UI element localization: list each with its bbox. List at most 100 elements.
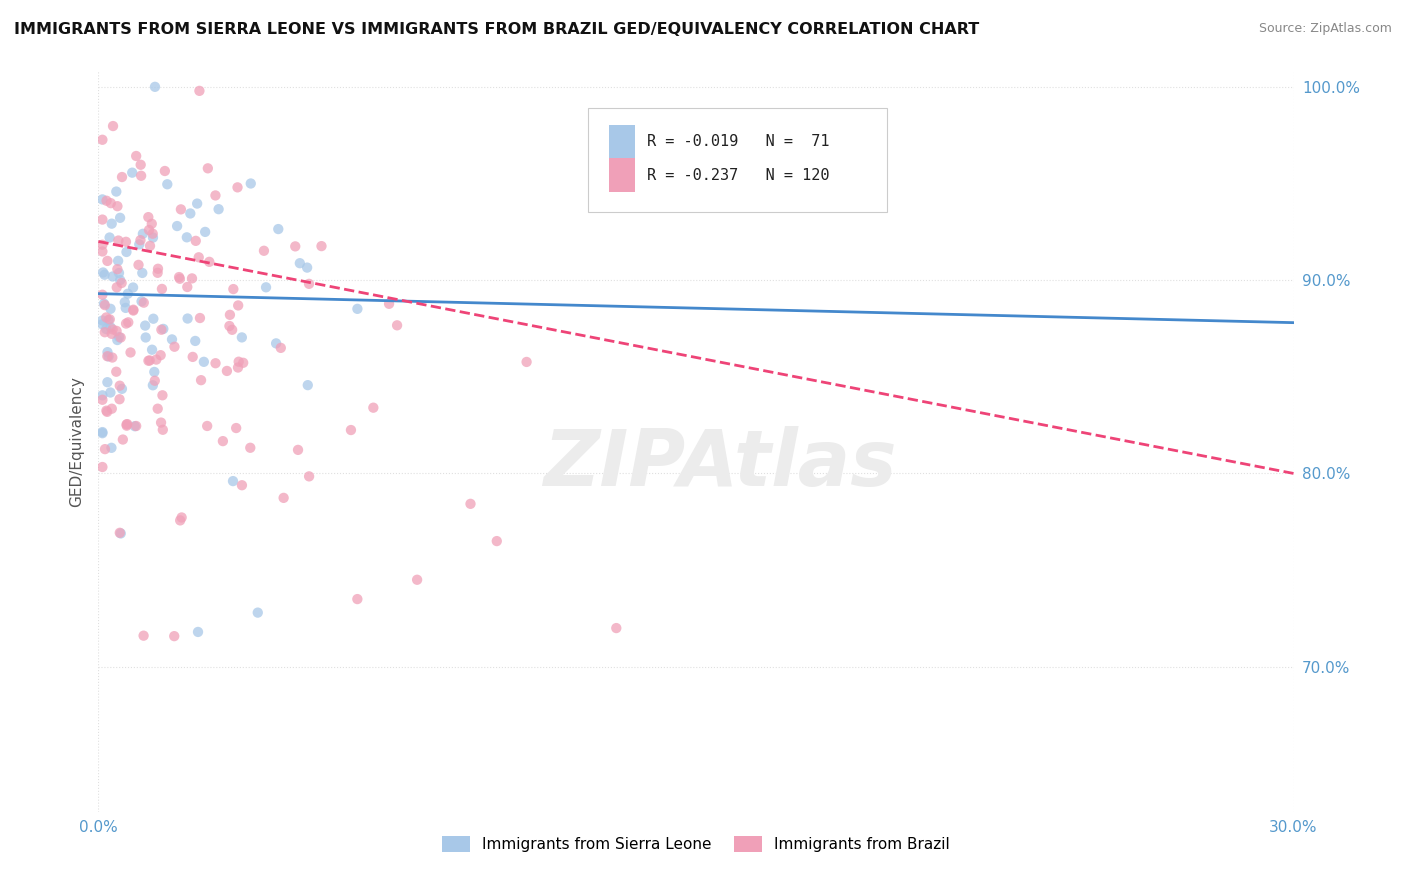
Point xyxy=(219,308,242,322)
Point xyxy=(146,266,169,280)
Point xyxy=(128,258,150,272)
Point xyxy=(101,269,124,284)
Point xyxy=(91,425,114,439)
Point xyxy=(273,491,295,505)
Point xyxy=(485,534,508,549)
Point xyxy=(385,318,408,333)
Point xyxy=(108,266,131,280)
Point xyxy=(98,230,121,244)
Point xyxy=(163,340,186,354)
Point xyxy=(138,210,160,224)
Point xyxy=(125,149,148,163)
Point xyxy=(516,355,538,369)
Point xyxy=(143,79,166,94)
Point xyxy=(115,317,138,331)
Point xyxy=(215,364,238,378)
Point xyxy=(100,196,122,211)
Point xyxy=(311,239,333,253)
Y-axis label: GED/Equivalency: GED/Equivalency xyxy=(69,376,84,507)
Point xyxy=(150,282,173,296)
Point xyxy=(225,421,247,435)
Point xyxy=(108,273,131,287)
Point xyxy=(100,301,122,316)
Point xyxy=(231,330,253,344)
Point xyxy=(363,401,385,415)
Point xyxy=(108,211,131,225)
Point xyxy=(135,330,157,344)
Point xyxy=(91,287,114,301)
Bar xyxy=(609,159,636,192)
Point xyxy=(181,350,204,364)
Point xyxy=(131,266,153,280)
Point xyxy=(176,230,198,244)
Point xyxy=(96,254,118,268)
Point xyxy=(231,478,253,492)
Point xyxy=(246,606,269,620)
Point xyxy=(198,255,221,269)
Point xyxy=(141,343,163,357)
Point xyxy=(297,378,319,392)
Point xyxy=(288,256,311,270)
Point xyxy=(121,166,143,180)
Point xyxy=(143,365,166,379)
Point xyxy=(91,388,114,402)
Point xyxy=(111,169,134,184)
Point xyxy=(100,217,122,231)
Point xyxy=(91,193,114,207)
Point xyxy=(346,301,368,316)
Point xyxy=(96,194,118,208)
Point xyxy=(284,239,307,253)
Point xyxy=(146,261,169,276)
Point xyxy=(101,351,124,365)
Point xyxy=(132,227,155,241)
Point xyxy=(406,573,429,587)
Point xyxy=(120,345,142,359)
Point xyxy=(110,526,132,541)
Point xyxy=(91,318,114,332)
Point xyxy=(226,298,249,312)
Point xyxy=(212,434,235,449)
Point xyxy=(142,311,165,326)
Point xyxy=(96,345,118,359)
Point xyxy=(150,416,173,430)
Point xyxy=(149,348,172,362)
Point xyxy=(96,310,118,325)
Point xyxy=(181,271,204,285)
Point xyxy=(460,497,482,511)
Point xyxy=(100,320,122,334)
Point xyxy=(117,315,139,329)
Point xyxy=(117,286,139,301)
Point xyxy=(188,84,211,98)
Point xyxy=(195,419,218,434)
Point xyxy=(111,433,134,447)
Point xyxy=(107,234,129,248)
FancyBboxPatch shape xyxy=(589,109,887,212)
Point xyxy=(145,352,167,367)
Point xyxy=(166,219,188,233)
Point xyxy=(254,280,277,294)
Point xyxy=(105,185,128,199)
Point xyxy=(105,262,128,277)
Point xyxy=(96,375,118,389)
Point xyxy=(194,225,217,239)
Point xyxy=(176,311,198,326)
Point xyxy=(222,282,245,296)
Point xyxy=(605,621,627,635)
Point xyxy=(96,403,118,417)
Point xyxy=(115,417,138,432)
Point xyxy=(122,302,145,317)
Point xyxy=(94,442,117,457)
Point xyxy=(218,318,240,333)
Point xyxy=(152,322,174,336)
Point xyxy=(100,385,122,400)
Point xyxy=(100,441,122,455)
Point xyxy=(184,234,207,248)
Point xyxy=(100,326,122,341)
Point xyxy=(197,161,219,176)
Point xyxy=(346,592,368,607)
Point xyxy=(125,419,148,434)
Point xyxy=(264,336,287,351)
Point xyxy=(91,244,114,259)
Point xyxy=(115,235,138,249)
Point xyxy=(226,360,249,375)
